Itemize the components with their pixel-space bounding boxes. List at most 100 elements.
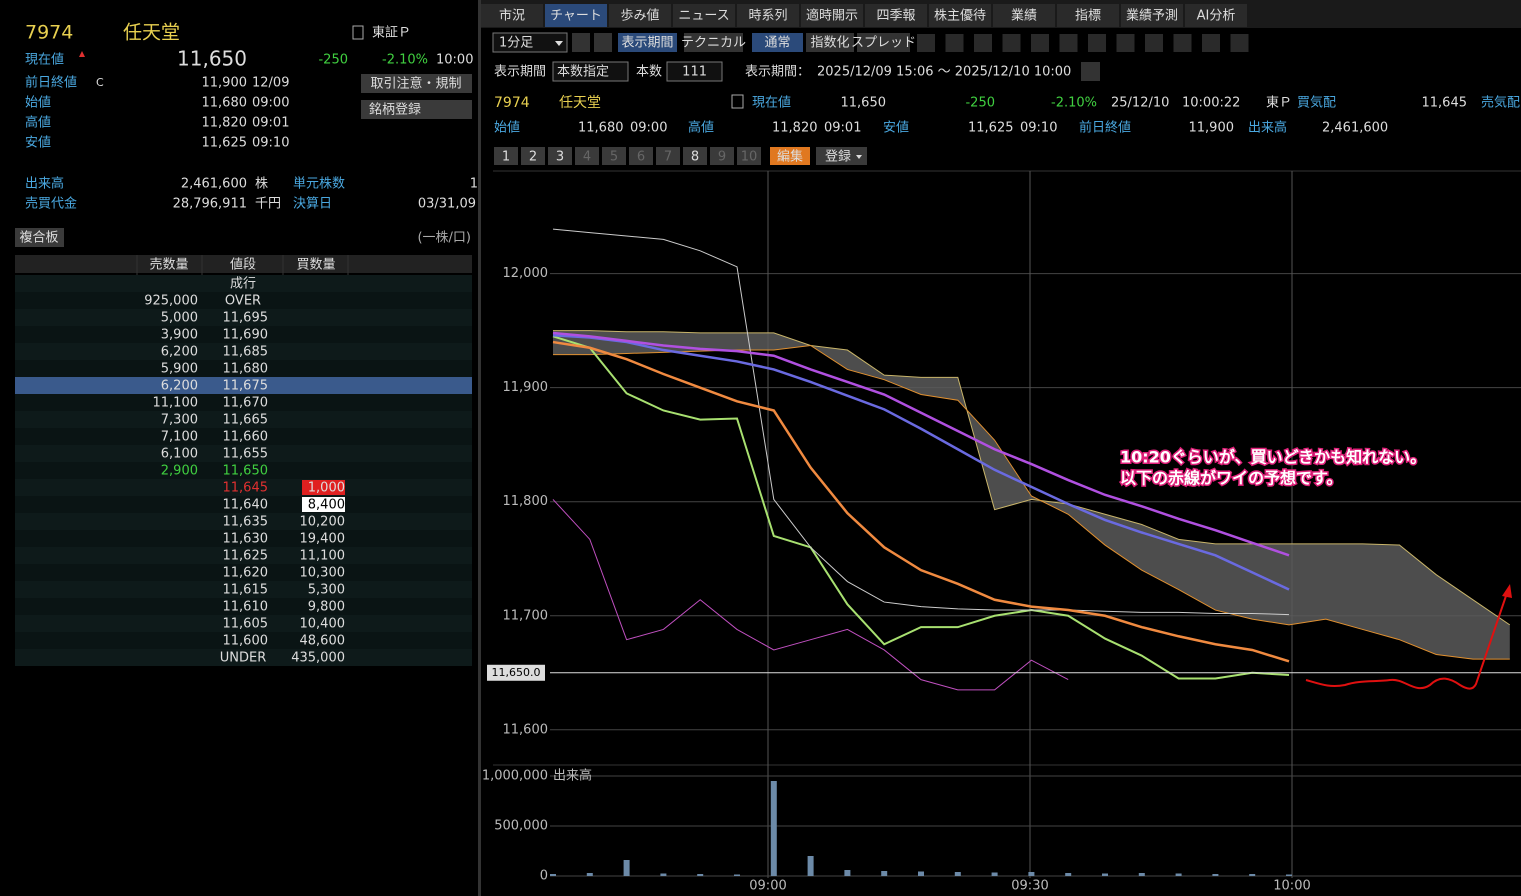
tab[interactable] xyxy=(1121,4,1183,27)
tab[interactable] xyxy=(1057,4,1119,27)
button[interactable] xyxy=(361,74,472,93)
volume-bar xyxy=(1138,873,1145,876)
volume-bar xyxy=(954,872,961,876)
button[interactable] xyxy=(15,228,64,247)
label: 925,000 xyxy=(144,294,198,309)
undo[interactable] xyxy=(1081,62,1100,81)
forecast-line xyxy=(1305,589,1509,690)
label: 時系列 xyxy=(748,9,787,24)
tab[interactable] xyxy=(1185,4,1247,27)
page-button[interactable] xyxy=(629,147,653,165)
label: 11,625 xyxy=(223,549,269,564)
y-tick-label: 11,800 xyxy=(503,494,549,509)
label: 現在値 xyxy=(752,95,791,111)
page-button[interactable] xyxy=(683,147,707,165)
label: 8,400 xyxy=(308,498,345,513)
label: 11,620 xyxy=(223,566,269,581)
name: 任天堂 xyxy=(123,22,180,44)
x-tick-label: 09:30 xyxy=(1011,879,1048,894)
y-tick-label: 500,000 xyxy=(494,819,548,834)
tool-button[interactable] xyxy=(752,33,803,52)
tool-button[interactable] xyxy=(684,33,743,52)
tool-icon[interactable] xyxy=(945,34,964,52)
button[interactable] xyxy=(361,100,472,119)
board-row xyxy=(15,377,472,394)
volume-bar xyxy=(770,781,777,876)
tab[interactable] xyxy=(481,4,543,27)
label: 登録 xyxy=(825,150,851,165)
label: 2,900 xyxy=(161,464,198,479)
tool-button[interactable] xyxy=(618,33,677,52)
board-row xyxy=(15,462,472,479)
label: 5 xyxy=(610,150,618,165)
label: (一株/口) xyxy=(417,231,471,246)
page-button[interactable] xyxy=(575,147,599,165)
tool-icon[interactable] xyxy=(1116,34,1135,52)
board-row xyxy=(15,411,472,428)
label: 安値 xyxy=(883,120,909,136)
register-button[interactable] xyxy=(816,147,867,165)
tool-icon[interactable] xyxy=(1002,34,1021,52)
label: 6,200 xyxy=(161,345,198,360)
label: 11,660 xyxy=(223,430,269,445)
tool-icon[interactable] xyxy=(1173,34,1192,52)
label: 通常 xyxy=(764,36,790,51)
board-row xyxy=(15,547,472,564)
label: 千円 xyxy=(255,197,281,212)
label: 11,680 xyxy=(578,121,624,136)
tool-icon[interactable] xyxy=(1088,34,1106,52)
label: AI分析 xyxy=(1197,9,1236,24)
page-button[interactable] xyxy=(710,147,734,165)
label: 決算日 xyxy=(293,197,332,212)
label: 市況 xyxy=(499,8,525,24)
board-row xyxy=(15,513,472,530)
buy-highlight xyxy=(302,480,345,495)
edit-button[interactable] xyxy=(770,147,810,165)
page-button[interactable] xyxy=(494,147,518,165)
page-button[interactable] xyxy=(656,147,680,165)
tab[interactable] xyxy=(929,4,991,27)
label: 表示期間 xyxy=(621,36,673,51)
label: テクニカル xyxy=(681,36,746,51)
tool-icon[interactable] xyxy=(1230,34,1249,52)
input[interactable] xyxy=(666,61,723,82)
tool-icon[interactable] xyxy=(1202,34,1220,52)
tool-icon[interactable] xyxy=(1059,34,1078,52)
label: 前日終値 xyxy=(25,75,77,91)
volume-bar xyxy=(844,870,851,876)
tool-icon[interactable] xyxy=(974,34,992,52)
tab[interactable] xyxy=(609,4,671,27)
tab[interactable] xyxy=(865,4,927,27)
tab[interactable] xyxy=(993,4,1055,27)
label: 10,400 xyxy=(300,617,346,632)
label: UNDER xyxy=(220,651,267,666)
volume-bar xyxy=(1028,872,1035,876)
tab[interactable] xyxy=(737,4,799,27)
tab[interactable] xyxy=(673,4,735,27)
page-button[interactable] xyxy=(737,147,761,165)
label: 東Ｐ xyxy=(1266,95,1292,111)
tool-button[interactable] xyxy=(806,33,854,52)
tab[interactable] xyxy=(801,4,863,27)
volume-bar xyxy=(991,872,998,876)
select[interactable] xyxy=(552,61,629,82)
page-button[interactable] xyxy=(602,147,626,165)
page-button[interactable] xyxy=(521,147,545,165)
tool-icon[interactable] xyxy=(917,34,935,52)
tab[interactable] xyxy=(545,4,607,27)
label: 11,680 xyxy=(223,362,269,377)
select[interactable] xyxy=(492,32,568,53)
tool-button[interactable] xyxy=(857,33,910,52)
label: 値段 xyxy=(230,257,256,273)
buy-highlight xyxy=(302,497,345,512)
market: 東証Ｐ xyxy=(372,25,411,41)
tool-icon[interactable] xyxy=(1031,34,1049,52)
arrow[interactable] xyxy=(572,33,590,52)
volume-bar xyxy=(660,873,667,876)
page-button[interactable] xyxy=(548,147,572,165)
arrow[interactable] xyxy=(594,33,612,52)
label: 3 xyxy=(556,150,564,165)
tool-icon[interactable] xyxy=(1145,34,1163,52)
label: 11,680 xyxy=(202,96,248,111)
label: スプレッド xyxy=(851,36,916,51)
